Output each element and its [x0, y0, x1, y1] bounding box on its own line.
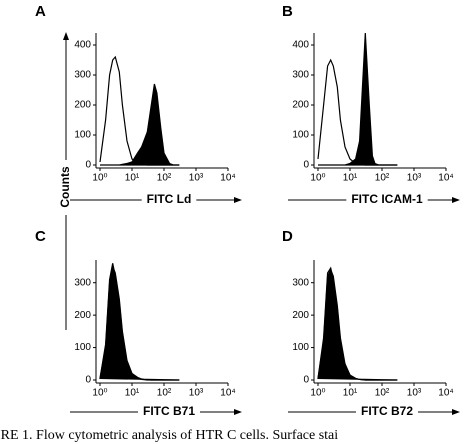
y-tick-label: 100 — [292, 130, 309, 141]
y-arrow-head — [63, 32, 69, 40]
x-tick-label: 10⁰ — [310, 173, 325, 184]
x-tick-label: 10² — [157, 388, 172, 399]
x-arrow-head — [234, 409, 242, 415]
caption: IRE 1. Flow cytometric analysis of HTR C… — [0, 428, 338, 443]
x-arrow-head — [452, 409, 460, 415]
y-tick-label: 200 — [292, 310, 309, 321]
x-tick-label: 10² — [157, 173, 172, 184]
x-tick-label: 10³ — [407, 173, 422, 184]
y-tick-label: 200 — [74, 310, 91, 321]
y-tick-label: 0 — [303, 160, 309, 171]
x-tick-label: 10⁰ — [310, 388, 325, 399]
y-tick-label: 200 — [74, 100, 91, 111]
x-label: FITC B71 — [143, 404, 195, 418]
filled-histogram — [99, 264, 180, 381]
y-tick-label: 400 — [74, 40, 91, 51]
y-tick-label: 300 — [292, 70, 309, 81]
x-label: FITC B72 — [361, 404, 413, 418]
y-tick-label: 0 — [85, 375, 91, 386]
y-label: Counts — [58, 166, 72, 208]
filled-histogram — [318, 32, 398, 166]
x-tick-label: 10¹ — [343, 388, 358, 399]
filled-histogram — [317, 268, 398, 381]
y-tick-label: 100 — [292, 342, 309, 353]
panel-label: A — [35, 3, 46, 20]
panel-label: C — [35, 228, 46, 245]
x-tick-label: 10⁰ — [92, 388, 107, 399]
x-tick-label: 10² — [375, 388, 390, 399]
x-tick-label: 10² — [375, 173, 390, 184]
x-tick-label: 10⁴ — [220, 173, 235, 184]
x-label: FITC Ld — [147, 192, 192, 206]
panel-label: D — [282, 228, 293, 245]
y-tick-label: 100 — [74, 130, 91, 141]
y-tick-label: 300 — [74, 277, 91, 288]
x-tick-label: 10⁴ — [438, 173, 453, 184]
x-arrow-head — [452, 197, 460, 203]
x-tick-label: 10³ — [407, 388, 422, 399]
x-tick-label: 10¹ — [125, 173, 140, 184]
open-histogram — [317, 266, 398, 381]
y-tick-label: 0 — [85, 160, 91, 171]
panel-label: B — [282, 3, 293, 20]
y-tick-label: 300 — [292, 277, 309, 288]
x-tick-label: 10¹ — [343, 173, 358, 184]
open-histogram — [99, 55, 180, 166]
x-tick-label: 10⁰ — [92, 173, 107, 184]
x-tick-label: 10⁴ — [438, 388, 453, 399]
filled-histogram — [100, 83, 180, 166]
y-tick-label: 300 — [74, 70, 91, 81]
x-arrow-head — [234, 197, 242, 203]
y-tick-label: 0 — [303, 375, 309, 386]
x-tick-label: 10¹ — [125, 388, 140, 399]
y-tick-label: 200 — [292, 100, 309, 111]
x-tick-label: 10³ — [189, 173, 204, 184]
x-tick-label: 10⁴ — [220, 388, 235, 399]
x-label: FITC ICAM-1 — [351, 192, 423, 206]
y-tick-label: 100 — [74, 342, 91, 353]
open-histogram — [99, 263, 180, 381]
x-tick-label: 10³ — [189, 388, 204, 399]
y-tick-label: 400 — [292, 40, 309, 51]
